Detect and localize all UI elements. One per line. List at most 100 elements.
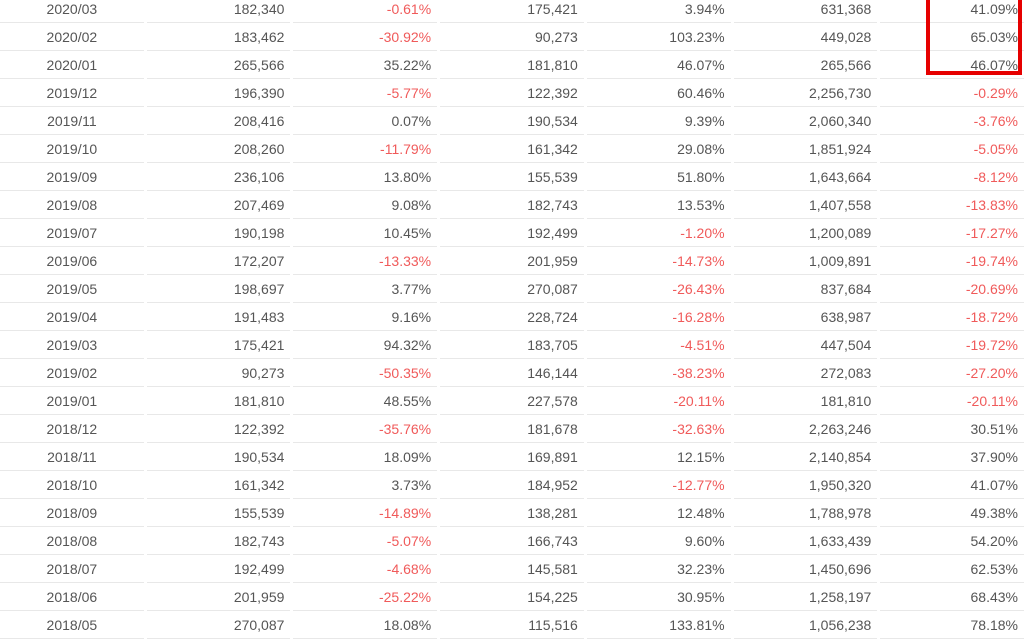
value-cell: 13.53% xyxy=(586,191,731,219)
table-row: 2020/01 265,566 35.22% 181,810 46.07% 265,566… xyxy=(0,51,1024,79)
value-cell: -3.76% xyxy=(880,107,1024,135)
value-cell: 192,499 xyxy=(146,555,291,583)
value-cell: 138,281 xyxy=(440,499,584,527)
value-cell: 837,684 xyxy=(733,275,878,303)
value-cell: 133.81% xyxy=(586,611,731,639)
value-cell: 2,060,340 xyxy=(733,107,878,135)
value-cell: -14.89% xyxy=(293,499,438,527)
value-cell: 94.32% xyxy=(293,331,438,359)
value-cell: 175,421 xyxy=(440,0,584,23)
value-cell: 29.08% xyxy=(586,135,731,163)
value-cell: -5.77% xyxy=(293,79,438,107)
value-cell: -38.23% xyxy=(586,359,731,387)
value-cell: 272,083 xyxy=(733,359,878,387)
value-cell: -8.12% xyxy=(880,163,1024,191)
value-cell: 122,392 xyxy=(146,415,291,443)
value-cell: -13.83% xyxy=(880,191,1024,219)
value-cell: 265,566 xyxy=(146,51,291,79)
value-cell: 181,678 xyxy=(440,415,584,443)
value-cell: -20.11% xyxy=(586,387,731,415)
value-cell: -20.11% xyxy=(880,387,1024,415)
value-cell: 46.07% xyxy=(586,51,731,79)
value-cell: -13.33% xyxy=(293,247,438,275)
table-row: 2018/12 122,392 -35.76% 181,678 -32.63% 2,263… xyxy=(0,415,1024,443)
value-cell: 184,952 xyxy=(440,471,584,499)
date-cell: 2018/12 xyxy=(0,415,144,443)
value-cell: 201,959 xyxy=(146,583,291,611)
value-cell: 192,499 xyxy=(440,219,584,247)
value-cell: 1,633,439 xyxy=(733,527,878,555)
value-cell: 54.20% xyxy=(880,527,1024,555)
table-row: 2019/09 236,106 13.80% 155,539 51.80% 1,643,6… xyxy=(0,163,1024,191)
value-cell: 207,469 xyxy=(146,191,291,219)
value-cell: -12.77% xyxy=(586,471,731,499)
value-cell: 161,342 xyxy=(146,471,291,499)
date-cell: 2019/09 xyxy=(0,163,144,191)
date-cell: 2019/11 xyxy=(0,107,144,135)
value-cell: 172,207 xyxy=(146,247,291,275)
value-cell: 449,028 xyxy=(733,23,878,51)
value-cell: -4.51% xyxy=(586,331,731,359)
date-cell: 2018/05 xyxy=(0,611,144,639)
value-cell: 1,643,664 xyxy=(733,163,878,191)
value-cell: 9.16% xyxy=(293,303,438,331)
value-cell: -16.28% xyxy=(586,303,731,331)
table-row: 2018/05 270,087 18.08% 115,516 133.81% 1,056,… xyxy=(0,611,1024,639)
table-row: 2018/09 155,539 -14.89% 138,281 12.48% 1,788,… xyxy=(0,499,1024,527)
value-cell: -25.22% xyxy=(293,583,438,611)
table-row: 2018/06 201,959 -25.22% 154,225 30.95% 1,258,… xyxy=(0,583,1024,611)
value-cell: 35.22% xyxy=(293,51,438,79)
value-cell: -1.20% xyxy=(586,219,731,247)
value-cell: 48.55% xyxy=(293,387,438,415)
value-cell: 227,578 xyxy=(440,387,584,415)
value-cell: 265,566 xyxy=(733,51,878,79)
table-row: 2019/11 208,416 0.07% 190,534 9.39% 2,060,340… xyxy=(0,107,1024,135)
date-cell: 2018/10 xyxy=(0,471,144,499)
value-cell: 41.07% xyxy=(880,471,1024,499)
value-cell: 201,959 xyxy=(440,247,584,275)
date-cell: 2019/01 xyxy=(0,387,144,415)
value-cell: 182,743 xyxy=(146,527,291,555)
value-cell: 32.23% xyxy=(586,555,731,583)
value-cell: -50.35% xyxy=(293,359,438,387)
table-row: 2019/12 196,390 -5.77% 122,392 60.46% 2,256,7… xyxy=(0,79,1024,107)
table-row: 2020/03 182,340 -0.61% 175,421 3.94% 631,368 4… xyxy=(0,0,1024,23)
value-cell: 12.48% xyxy=(586,499,731,527)
value-cell: 228,724 xyxy=(440,303,584,331)
value-cell: 3.77% xyxy=(293,275,438,303)
value-cell: 447,504 xyxy=(733,331,878,359)
value-cell: -18.72% xyxy=(880,303,1024,331)
value-cell: 1,788,978 xyxy=(733,499,878,527)
value-cell: 145,581 xyxy=(440,555,584,583)
value-cell: 190,534 xyxy=(146,443,291,471)
value-cell: 3.73% xyxy=(293,471,438,499)
value-cell: 196,390 xyxy=(146,79,291,107)
date-cell: 2018/09 xyxy=(0,499,144,527)
value-cell: 181,810 xyxy=(733,387,878,415)
value-cell: -0.61% xyxy=(293,0,438,23)
value-cell: 236,106 xyxy=(146,163,291,191)
value-cell: 9.60% xyxy=(586,527,731,555)
value-cell: 190,198 xyxy=(146,219,291,247)
date-cell: 2018/08 xyxy=(0,527,144,555)
table-row: 2019/08 207,469 9.08% 182,743 13.53% 1,407,55… xyxy=(0,191,1024,219)
value-cell: 181,810 xyxy=(146,387,291,415)
value-cell: -20.69% xyxy=(880,275,1024,303)
value-cell: 41.09% xyxy=(880,0,1024,23)
table-row: 2018/07 192,499 -4.68% 145,581 32.23% 1,450,6… xyxy=(0,555,1024,583)
date-cell: 2019/08 xyxy=(0,191,144,219)
value-cell: 9.39% xyxy=(586,107,731,135)
value-cell: -17.27% xyxy=(880,219,1024,247)
value-cell: 37.90% xyxy=(880,443,1024,471)
value-cell: -14.73% xyxy=(586,247,731,275)
value-cell: 9.08% xyxy=(293,191,438,219)
value-cell: 90,273 xyxy=(146,359,291,387)
value-cell: 208,260 xyxy=(146,135,291,163)
value-cell: 115,516 xyxy=(440,611,584,639)
table-row: 2019/10 208,260 -11.79% 161,342 29.08% 1,851,… xyxy=(0,135,1024,163)
value-cell: 154,225 xyxy=(440,583,584,611)
table-row: 2019/06 172,207 -13.33% 201,959 -14.73% 1,009… xyxy=(0,247,1024,275)
value-cell: 62.53% xyxy=(880,555,1024,583)
value-cell: 103.23% xyxy=(586,23,731,51)
table-row: 2019/07 190,198 10.45% 192,499 -1.20% 1,200,0… xyxy=(0,219,1024,247)
